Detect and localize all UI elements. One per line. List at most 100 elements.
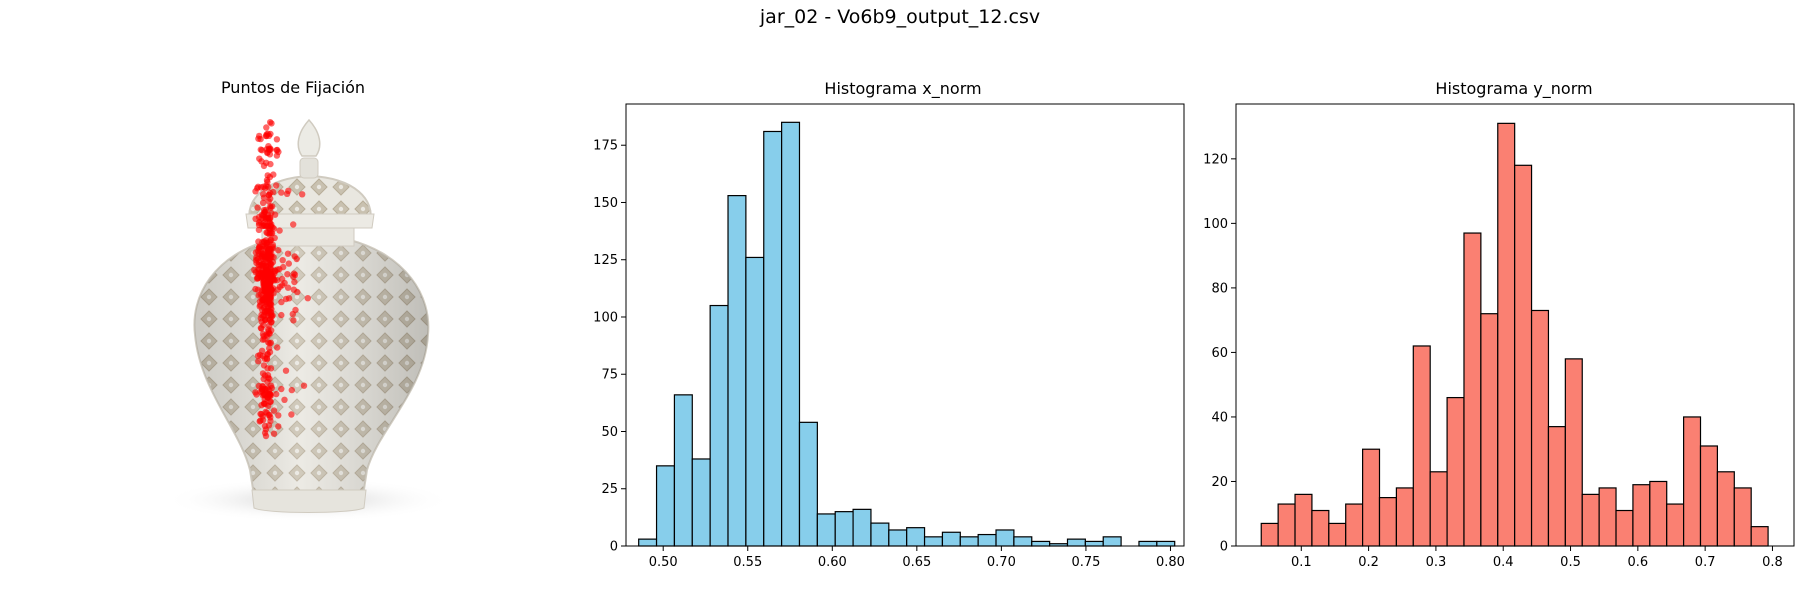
y-norm-bar	[1514, 164, 1533, 547]
y-norm-bar	[1564, 358, 1583, 547]
fixation-point	[259, 199, 267, 206]
fixation-point	[276, 227, 283, 234]
fixation-point	[285, 187, 292, 194]
fixation-point	[255, 238, 262, 245]
x-norm-xtick-label: 0.55	[733, 555, 762, 570]
x-norm-ytick-label: 25	[601, 482, 618, 497]
x-norm-ytick-label: 125	[593, 253, 618, 268]
y-norm-bar	[1277, 503, 1296, 547]
fixation-point	[257, 135, 264, 143]
y-norm-ytick-label: 60	[1211, 346, 1228, 361]
fixation-point	[284, 284, 292, 291]
y-norm-ytick-label: 0	[1220, 540, 1228, 555]
fixation-point	[262, 432, 270, 440]
x-norm-bar	[763, 130, 783, 547]
y-norm-xtick-label: 0.6	[1627, 555, 1648, 570]
fixation-point	[260, 239, 268, 246]
fixation-point	[265, 330, 273, 337]
x-norm-bar	[691, 458, 711, 547]
fixation-panel-title: Puntos de Fijación	[221, 78, 365, 97]
y-norm-bar	[1395, 487, 1414, 547]
fixation-point	[284, 250, 292, 257]
fixation-point	[268, 120, 275, 127]
fixation-point	[263, 124, 270, 131]
x-norm-ytick-label: 100	[593, 310, 618, 325]
fixation-point	[269, 188, 277, 196]
y-norm-ytick-label: 40	[1211, 410, 1228, 425]
x-norm-bar	[745, 256, 765, 547]
fixation-point	[274, 286, 281, 293]
fixation-point	[266, 411, 273, 419]
y-norm-xtick-label: 0.4	[1493, 555, 1514, 570]
x-norm-ytick-label: 150	[593, 196, 618, 211]
x-norm-bar	[709, 304, 729, 547]
fixation-point	[274, 344, 281, 351]
fixation-point	[270, 171, 277, 178]
x-norm-bars	[638, 121, 1176, 547]
fixation-point	[275, 423, 282, 430]
fixation-point	[278, 311, 285, 319]
fixation-point	[267, 308, 274, 316]
y-norm-bar	[1716, 471, 1735, 547]
x-norm-bar	[834, 511, 854, 547]
fixation-point	[263, 214, 271, 221]
y-norm-bar	[1412, 345, 1431, 547]
fixation-point	[271, 211, 279, 218]
fixation-point	[268, 318, 275, 325]
y-norm-ticks: 0.1 0.2 0.3 0.4 0.5 0.6 0.7 0.8 0 20 40 60 80 100 120	[1203, 152, 1783, 570]
fixation-point	[275, 412, 282, 419]
fixation-point	[265, 272, 273, 279]
fixation-point	[254, 352, 262, 359]
x-norm-xtick-label: 0.60	[818, 555, 847, 570]
x-norm-xtick-label: 0.80	[1156, 555, 1185, 570]
x-norm-xtick-label: 0.65	[902, 555, 931, 570]
fixation-point	[259, 291, 266, 299]
fixation-point	[254, 204, 261, 211]
y-norm-bar	[1429, 471, 1448, 547]
fixation-point	[256, 303, 263, 310]
fixation-point	[265, 251, 272, 259]
y-norm-bar	[1733, 487, 1752, 547]
y-norm-bar	[1530, 309, 1550, 547]
y-norm-bar	[1547, 426, 1566, 547]
fixation-point	[266, 345, 273, 352]
fixation-point	[284, 271, 291, 278]
fixation-point	[255, 382, 263, 390]
y-norm-axes-frame	[1235, 103, 1795, 547]
fixation-point	[255, 358, 262, 365]
x-norm-bar	[816, 513, 836, 547]
x-norm-bar	[1156, 540, 1176, 547]
x-norm-bar	[977, 533, 997, 547]
x-norm-histogram: Histograma x_norm 0.50 0.55 0.60 0.65 0.70 0.…	[593, 79, 1185, 570]
fixation-point	[255, 259, 263, 266]
fixation-point	[268, 287, 275, 294]
x-norm-bar	[638, 538, 658, 547]
fixation-point	[278, 189, 285, 196]
fixation-point	[282, 367, 290, 374]
fixation-point	[272, 267, 279, 274]
fixation-point	[290, 286, 297, 293]
y-norm-bar	[1598, 487, 1617, 547]
fixation-point	[262, 132, 270, 140]
fixation-point	[257, 324, 265, 332]
y-norm-bar	[1699, 445, 1719, 547]
fixation-point	[258, 215, 265, 222]
fixation-point	[260, 362, 268, 369]
fixation-point	[263, 176, 271, 184]
fixation-point	[258, 347, 266, 354]
fixation-point	[293, 255, 300, 263]
fixation-point	[280, 263, 287, 271]
y-norm-bar	[1446, 396, 1465, 547]
y-norm-ytick-label: 20	[1211, 475, 1228, 490]
x-norm-bar	[1138, 540, 1158, 547]
fixation-point	[259, 416, 267, 424]
fixation-point	[299, 191, 306, 198]
x-norm-ytick-label: 75	[601, 368, 618, 383]
y-norm-bar	[1632, 484, 1651, 547]
x-norm-bar	[798, 421, 818, 547]
fixation-point	[273, 136, 281, 143]
x-norm-xtick-label: 0.50	[649, 555, 678, 570]
x-norm-ytick-label: 175	[593, 139, 618, 154]
x-norm-xtick-label: 0.75	[1071, 555, 1100, 570]
x-norm-bar	[923, 536, 944, 547]
